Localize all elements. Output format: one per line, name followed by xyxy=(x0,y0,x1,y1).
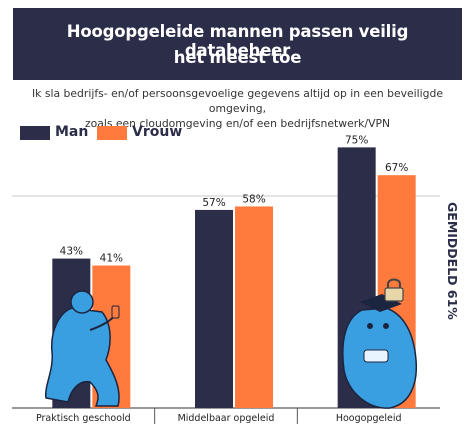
data-label: 41% xyxy=(100,253,123,265)
data-label: 75% xyxy=(345,134,368,146)
data-label: 43% xyxy=(60,246,83,258)
chart-subtitle: Ik sla bedrijfs- en/of persoonsgevoelige… xyxy=(8,86,467,131)
subtitle-line-1: Ik sla bedrijfs- en/of persoonsgevoelige… xyxy=(31,87,443,115)
legend-label-man: Man xyxy=(55,124,89,140)
person-head xyxy=(70,290,94,314)
chart-title-line-2: het meest toe xyxy=(173,48,302,67)
data-label: 57% xyxy=(202,197,225,209)
mascot-eye-left xyxy=(367,323,373,329)
diploma-icon xyxy=(363,349,389,363)
average-label: GEMIDDELD 61% xyxy=(445,202,460,320)
padlock-shackle xyxy=(387,278,401,288)
chart-title-line-1: Hoogopgeleide mannen passen veilig datab… xyxy=(66,22,409,60)
mascot-eye-right xyxy=(383,323,389,329)
title-banner: Hoogopgeleide mannen passen veilig datab… xyxy=(13,8,462,80)
category-label: Hoogopgeleid xyxy=(336,413,402,424)
legend-swatch-man xyxy=(20,126,50,140)
category-label: Praktisch geschoold xyxy=(36,413,131,424)
graduation-cap-icon xyxy=(360,294,402,312)
person-with-phone-illustration xyxy=(45,290,120,407)
bar-man-2 xyxy=(195,209,233,408)
person-body xyxy=(45,307,120,407)
padlock-body xyxy=(384,287,404,302)
data-label: 67% xyxy=(385,162,408,174)
subtitle-line-2: zoals een cloudomgeving en/of een bedrij… xyxy=(84,117,391,130)
data-label: 58% xyxy=(242,193,265,205)
padlock-icon xyxy=(384,278,404,302)
legend-label-vrouw: Vrouw xyxy=(132,124,183,140)
category-label: Middelbaar opgeleid xyxy=(178,413,275,424)
phone-icon xyxy=(111,305,120,319)
graduate-mascot-illustration xyxy=(342,294,418,409)
legend-swatch-vrouw xyxy=(97,126,127,140)
bar-vrouw-2 xyxy=(235,206,273,408)
